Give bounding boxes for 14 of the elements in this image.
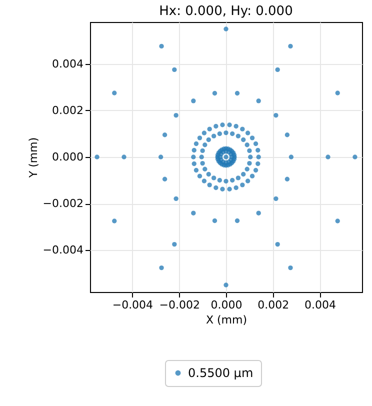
x-tick-label: 0.000 [210, 298, 242, 312]
y-tick-label: 0.004 [52, 57, 84, 70]
y-tick-label: 0.000 [52, 150, 84, 164]
chart-title: Hx: 0.000, Hy: 0.000 [159, 4, 293, 19]
x-tick-label: −0.004 [112, 298, 154, 312]
y-tick-label: 0.002 [52, 104, 84, 117]
x-tick-label: 0.002 [258, 298, 290, 312]
x-axis-title: X (mm) [206, 314, 248, 326]
y-tick-label: −0.002 [42, 197, 84, 210]
y-axis-title: Y (mm) [26, 137, 40, 179]
x-tick-label: −0.002 [159, 298, 200, 312]
legend-label: 0.5500 µm [188, 366, 254, 380]
x-tick-label: 0.004 [304, 298, 336, 312]
y-tick-label: −0.004 [42, 244, 84, 257]
